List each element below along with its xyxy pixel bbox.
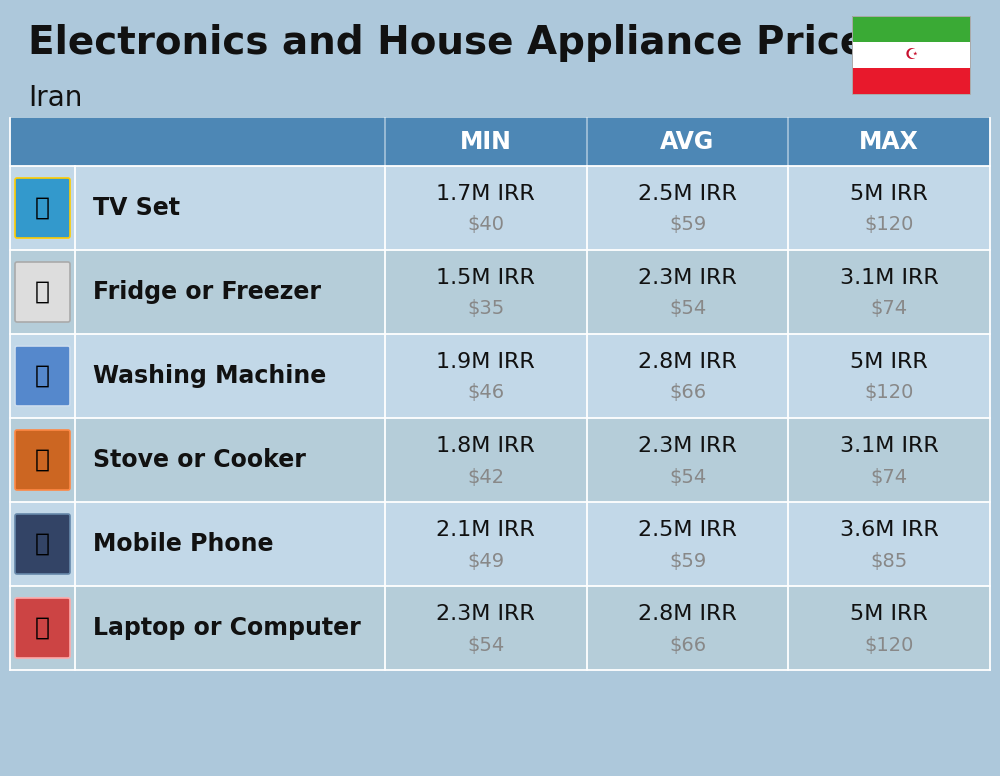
Text: 📺: 📺 xyxy=(35,196,50,220)
Text: 2.8M IRR: 2.8M IRR xyxy=(638,604,737,624)
Text: Stove or Cooker: Stove or Cooker xyxy=(93,448,306,472)
Text: ☪: ☪ xyxy=(904,47,918,63)
FancyBboxPatch shape xyxy=(10,418,990,502)
Text: Electronics and House Appliance Prices: Electronics and House Appliance Prices xyxy=(28,24,889,62)
FancyBboxPatch shape xyxy=(10,586,990,670)
Text: MIN: MIN xyxy=(460,130,512,154)
Text: $54: $54 xyxy=(669,467,706,487)
Text: Fridge or Freezer: Fridge or Freezer xyxy=(93,280,321,304)
FancyBboxPatch shape xyxy=(10,334,990,418)
Text: $35: $35 xyxy=(467,300,504,318)
FancyBboxPatch shape xyxy=(15,598,70,658)
Text: $66: $66 xyxy=(669,383,706,403)
FancyBboxPatch shape xyxy=(852,16,970,42)
Text: 5M IRR: 5M IRR xyxy=(850,184,928,204)
Text: $66: $66 xyxy=(669,636,706,654)
Text: 🧊: 🧊 xyxy=(35,280,50,304)
Text: $46: $46 xyxy=(467,383,504,403)
FancyBboxPatch shape xyxy=(15,514,70,574)
Text: $54: $54 xyxy=(669,300,706,318)
Text: $59: $59 xyxy=(669,216,706,234)
Text: AVG: AVG xyxy=(660,130,715,154)
Text: 🌀: 🌀 xyxy=(35,364,50,388)
FancyBboxPatch shape xyxy=(15,346,70,406)
Text: 1.5M IRR: 1.5M IRR xyxy=(436,268,535,288)
Text: Laptop or Computer: Laptop or Computer xyxy=(93,616,361,640)
Text: 💻: 💻 xyxy=(35,616,50,640)
Text: $40: $40 xyxy=(467,216,504,234)
Text: $74: $74 xyxy=(871,467,908,487)
Text: $74: $74 xyxy=(871,300,908,318)
Text: 2.8M IRR: 2.8M IRR xyxy=(638,352,737,372)
FancyBboxPatch shape xyxy=(852,68,970,94)
Text: 2.3M IRR: 2.3M IRR xyxy=(638,268,737,288)
Text: MAX: MAX xyxy=(859,130,919,154)
Text: 1.7M IRR: 1.7M IRR xyxy=(436,184,535,204)
Text: 📱: 📱 xyxy=(35,532,50,556)
Text: $54: $54 xyxy=(467,636,504,654)
Text: 5M IRR: 5M IRR xyxy=(850,352,928,372)
Text: $120: $120 xyxy=(864,636,914,654)
Text: 5M IRR: 5M IRR xyxy=(850,604,928,624)
Text: $49: $49 xyxy=(467,552,504,570)
Text: $59: $59 xyxy=(669,552,706,570)
Text: TV Set: TV Set xyxy=(93,196,180,220)
FancyBboxPatch shape xyxy=(10,502,990,586)
FancyBboxPatch shape xyxy=(10,118,990,166)
Text: $42: $42 xyxy=(467,467,504,487)
Text: 2.3M IRR: 2.3M IRR xyxy=(436,604,535,624)
Text: 2.1M IRR: 2.1M IRR xyxy=(436,520,535,540)
FancyBboxPatch shape xyxy=(10,250,990,334)
Text: 2.5M IRR: 2.5M IRR xyxy=(638,184,737,204)
Text: $120: $120 xyxy=(864,216,914,234)
FancyBboxPatch shape xyxy=(15,262,70,322)
Text: Iran: Iran xyxy=(28,84,82,112)
FancyBboxPatch shape xyxy=(15,178,70,238)
Text: $120: $120 xyxy=(864,383,914,403)
Text: 2.5M IRR: 2.5M IRR xyxy=(638,520,737,540)
Text: $85: $85 xyxy=(871,552,908,570)
Text: 3.1M IRR: 3.1M IRR xyxy=(840,268,939,288)
FancyBboxPatch shape xyxy=(15,430,70,490)
FancyBboxPatch shape xyxy=(852,42,970,68)
Text: 1.8M IRR: 1.8M IRR xyxy=(436,436,535,456)
Text: 2.3M IRR: 2.3M IRR xyxy=(638,436,737,456)
Text: Mobile Phone: Mobile Phone xyxy=(93,532,274,556)
Text: 3.6M IRR: 3.6M IRR xyxy=(840,520,939,540)
Text: 🔥: 🔥 xyxy=(35,448,50,472)
FancyBboxPatch shape xyxy=(10,166,990,250)
Text: Washing Machine: Washing Machine xyxy=(93,364,326,388)
Text: 3.1M IRR: 3.1M IRR xyxy=(840,436,939,456)
Text: 1.9M IRR: 1.9M IRR xyxy=(436,352,535,372)
